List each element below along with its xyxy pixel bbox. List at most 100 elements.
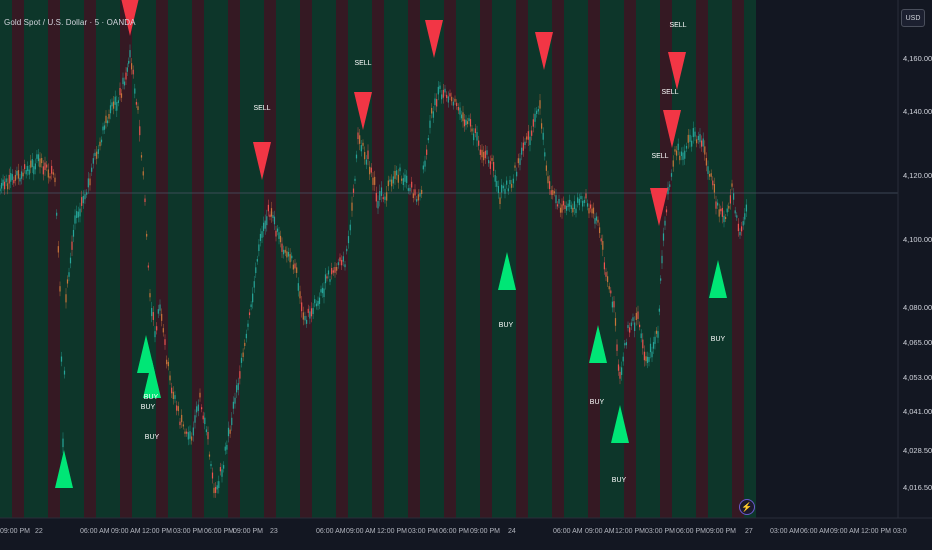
bearish-band bbox=[300, 0, 312, 518]
candle bbox=[526, 136, 528, 140]
candle bbox=[315, 303, 317, 307]
candle bbox=[20, 171, 23, 179]
candle bbox=[287, 251, 290, 257]
candle bbox=[60, 356, 63, 362]
candle bbox=[494, 175, 496, 182]
bearish-band bbox=[336, 0, 348, 518]
buy-label: BUY bbox=[498, 322, 514, 329]
candle bbox=[547, 176, 549, 184]
sell-triangle bbox=[663, 110, 681, 148]
candle bbox=[344, 264, 346, 268]
candle bbox=[608, 286, 610, 290]
candle bbox=[624, 343, 626, 346]
candle bbox=[621, 367, 623, 375]
candle bbox=[654, 336, 656, 344]
candle bbox=[52, 172, 54, 175]
candle bbox=[336, 266, 338, 271]
candle bbox=[294, 263, 296, 269]
currency-button[interactable]: USD bbox=[901, 9, 925, 27]
bullish-band bbox=[504, 0, 516, 518]
candle bbox=[234, 397, 236, 404]
candle bbox=[259, 233, 262, 241]
candle bbox=[603, 262, 605, 270]
candle bbox=[537, 108, 539, 112]
candle bbox=[729, 195, 731, 204]
candle bbox=[427, 138, 429, 141]
candle bbox=[192, 427, 194, 436]
candle bbox=[396, 170, 398, 176]
candle bbox=[252, 293, 254, 303]
candle bbox=[68, 272, 70, 277]
candle bbox=[555, 195, 557, 204]
candle bbox=[456, 102, 458, 107]
candle bbox=[391, 179, 393, 187]
candle bbox=[239, 371, 241, 379]
candle bbox=[497, 186, 499, 194]
candle bbox=[484, 150, 486, 159]
candle bbox=[215, 486, 217, 493]
time-tick-label: 09:00 PM bbox=[233, 528, 263, 535]
candle bbox=[227, 427, 230, 437]
candle bbox=[245, 333, 247, 339]
candle bbox=[105, 115, 107, 123]
bearish-band bbox=[408, 0, 420, 518]
candle bbox=[682, 152, 684, 160]
candle bbox=[452, 101, 454, 106]
time-tick-label: 09:00 AM bbox=[111, 528, 141, 535]
candle bbox=[488, 160, 490, 164]
candle bbox=[291, 255, 293, 259]
candle bbox=[232, 401, 234, 409]
candle bbox=[511, 183, 513, 188]
bullish-band bbox=[432, 0, 444, 518]
candle bbox=[258, 244, 260, 252]
time-tick-label: 24 bbox=[508, 528, 516, 535]
candle bbox=[394, 170, 396, 179]
candle bbox=[34, 163, 36, 170]
candle bbox=[96, 151, 98, 159]
bullish-band bbox=[528, 0, 540, 518]
candle bbox=[545, 165, 547, 171]
candle bbox=[379, 191, 381, 200]
candle bbox=[473, 133, 475, 141]
candle bbox=[658, 308, 660, 312]
candle bbox=[47, 169, 49, 178]
candle bbox=[479, 149, 481, 155]
candle bbox=[421, 189, 423, 194]
candle bbox=[149, 293, 151, 298]
bullish-band bbox=[216, 0, 228, 518]
bullish-band bbox=[360, 0, 372, 518]
candle bbox=[91, 167, 93, 172]
bullish-band bbox=[348, 0, 360, 518]
bullish-band bbox=[600, 0, 612, 518]
candle bbox=[202, 415, 204, 420]
candle bbox=[42, 166, 44, 175]
candle bbox=[71, 241, 73, 250]
candle bbox=[181, 414, 183, 423]
candle bbox=[307, 308, 309, 313]
candle bbox=[278, 232, 280, 239]
time-tick-label: 09:00 AM bbox=[830, 528, 860, 535]
bullish-band bbox=[108, 0, 120, 518]
candle bbox=[705, 158, 707, 166]
price-tick-label: 4,053.000 bbox=[903, 373, 932, 382]
bullish-band bbox=[180, 0, 192, 518]
candle bbox=[733, 193, 735, 200]
candle bbox=[162, 328, 164, 333]
bullish-band bbox=[96, 0, 108, 518]
sell-triangle bbox=[650, 188, 668, 226]
candle bbox=[664, 220, 666, 226]
candle bbox=[208, 454, 211, 457]
candle bbox=[46, 164, 48, 168]
candle bbox=[637, 311, 639, 319]
candle bbox=[306, 319, 308, 324]
candle bbox=[82, 195, 84, 204]
candle bbox=[321, 287, 324, 294]
candle bbox=[517, 158, 519, 164]
candle bbox=[589, 204, 592, 209]
candle bbox=[377, 200, 379, 209]
candle bbox=[4, 181, 6, 190]
candle bbox=[342, 256, 344, 262]
lightning-icon[interactable]: ⚡ bbox=[739, 499, 755, 515]
candle bbox=[207, 431, 209, 440]
